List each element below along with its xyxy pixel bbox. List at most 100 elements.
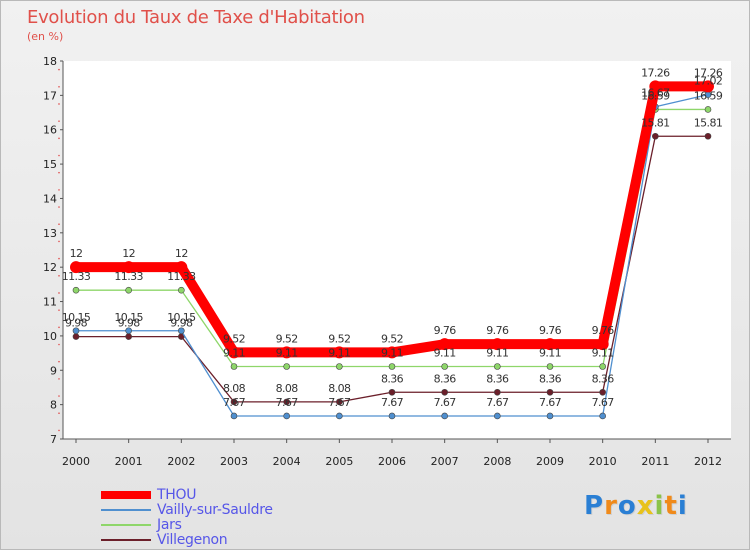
y-tick-label: 16 [43, 124, 57, 137]
data-label: 9.11 [592, 346, 614, 359]
data-label: 7.67 [276, 396, 299, 409]
y-minor-tick [58, 292, 60, 294]
data-label: 9.11 [486, 346, 508, 359]
data-label: 9.11 [381, 346, 403, 359]
data-point [230, 412, 238, 420]
data-point [230, 363, 238, 370]
legend-item: Villegenon [101, 532, 273, 548]
data-point [438, 338, 451, 351]
data-label: 9.11 [328, 346, 350, 359]
data-point [386, 346, 398, 359]
data-label: 8.36 [539, 372, 562, 385]
legend-swatch [101, 490, 151, 499]
data-label: 12 [122, 247, 135, 260]
data-label: 7.67 [223, 396, 246, 409]
y-minor-tick [58, 68, 60, 71]
y-tick-label: 7 [50, 433, 57, 446]
data-point [283, 398, 290, 406]
y-minor-tick [58, 412, 60, 415]
y-tick-label: 10 [43, 330, 57, 343]
data-point [125, 286, 132, 294]
legend-item: THOU [101, 486, 273, 503]
proxiti-logo: Proxiti [584, 491, 688, 521]
data-label: 9.76 [434, 324, 457, 337]
data-point [596, 338, 609, 351]
y-minor-tick [58, 429, 60, 432]
data-label: 11.33 [114, 270, 143, 283]
data-label: 8.08 [276, 382, 299, 395]
data-point [72, 327, 80, 335]
y-tick-label: 9 [50, 364, 57, 377]
y-minor-tick [58, 120, 60, 122]
data-point [441, 388, 448, 396]
data-point [494, 388, 501, 396]
data-point [546, 412, 554, 420]
data-label: 11.33 [62, 270, 91, 283]
data-label: 9.52 [328, 332, 350, 345]
data-label: 9.52 [381, 332, 403, 345]
data-label: 9.11 [276, 346, 298, 359]
y-minor-tick [58, 85, 60, 88]
data-label: 7.67 [486, 396, 509, 409]
y-minor-tick [58, 257, 60, 260]
y-tick-label: 11 [43, 296, 57, 309]
data-point [336, 363, 343, 370]
data-point [599, 363, 606, 370]
data-label: 12 [70, 247, 83, 260]
x-tick-label: 2004 [273, 455, 301, 468]
data-label: 9.98 [118, 317, 141, 330]
y-minor-tick [58, 395, 60, 397]
data-label: 9.98 [170, 317, 193, 330]
data-point [441, 412, 448, 420]
data-point [704, 132, 712, 140]
data-point [122, 261, 135, 274]
data-label: 8.36 [486, 372, 509, 385]
data-point [70, 261, 82, 274]
legend-swatch [101, 538, 151, 541]
y-minor-tick [58, 343, 60, 346]
data-label: 9.11 [539, 346, 561, 359]
data-label: 17.02 [694, 75, 723, 88]
data-label: 9.11 [223, 346, 245, 359]
data-point [544, 338, 556, 351]
y-tick-label: 12 [43, 261, 57, 274]
y-minor-tick [58, 189, 60, 191]
x-tick-label: 2003 [220, 455, 248, 468]
data-label: 10.15 [114, 311, 143, 324]
data-point [178, 327, 185, 335]
data-point [494, 363, 501, 370]
data-label: 9.52 [276, 332, 298, 345]
chart-title: Evolution du Taux de Taxe d'Habitation [27, 7, 365, 28]
data-point [283, 412, 290, 420]
data-point [599, 412, 606, 420]
data-label: 9.11 [434, 346, 456, 359]
data-point [388, 363, 396, 370]
legend-item: Vailly-sur-Sauldre [101, 502, 273, 518]
data-point [388, 412, 396, 420]
data-label: 16.67 [641, 87, 670, 100]
x-tick-label: 2011 [641, 455, 669, 468]
data-point [336, 398, 343, 406]
data-point [178, 286, 185, 294]
y-tick-label: 13 [43, 227, 57, 240]
data-label: 15.81 [694, 116, 723, 129]
y-tick-label: 18 [43, 55, 57, 68]
data-label: 7.67 [328, 396, 351, 409]
x-tick-label: 2000 [62, 455, 90, 468]
data-point [599, 388, 606, 396]
y-tick-label: 14 [43, 192, 57, 205]
data-point [125, 333, 132, 340]
data-point [702, 80, 714, 93]
data-label: 11.33 [167, 270, 196, 283]
data-point [72, 286, 80, 294]
data-label: 8.36 [592, 372, 615, 385]
data-point [441, 363, 448, 370]
data-label: 16.59 [641, 89, 670, 102]
legend-swatch [101, 523, 151, 526]
data-label: 9.76 [592, 324, 615, 337]
legend-label: THOU [157, 486, 197, 503]
data-label: 9.98 [65, 317, 88, 330]
x-tick-label: 2009 [536, 455, 564, 468]
data-point [652, 132, 659, 140]
